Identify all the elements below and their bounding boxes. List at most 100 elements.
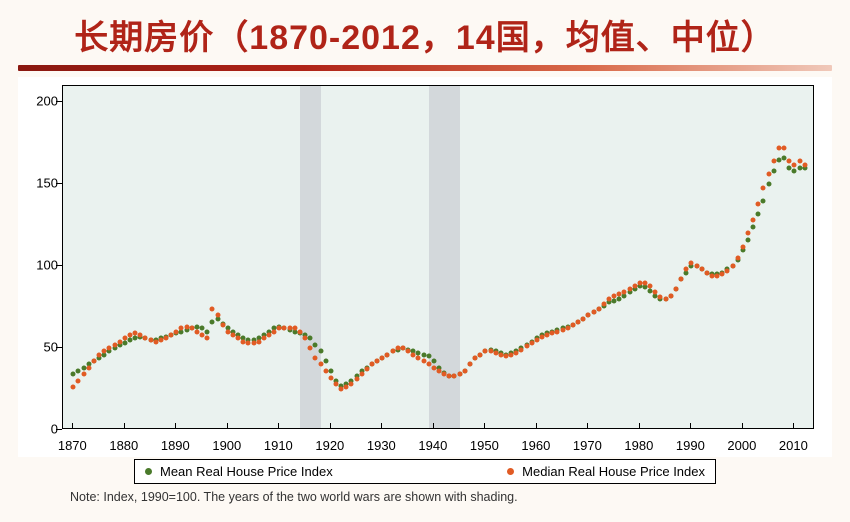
x-tick-mark: [330, 423, 331, 429]
data-point: [349, 382, 354, 387]
data-point: [359, 372, 364, 377]
title-divider: [18, 65, 832, 71]
x-tick-mark: [484, 423, 485, 429]
data-point: [256, 339, 261, 344]
data-point: [766, 182, 771, 187]
data-point: [267, 332, 272, 337]
data-point: [730, 264, 735, 269]
data-point: [328, 369, 333, 374]
data-point: [375, 359, 380, 364]
data-point: [478, 352, 483, 357]
data-point: [71, 385, 76, 390]
x-tick-label: 1930: [367, 438, 396, 453]
data-point: [220, 323, 225, 328]
data-point: [91, 359, 96, 364]
data-point: [169, 332, 174, 337]
data-point: [751, 218, 756, 223]
y-tick-label: 150: [18, 176, 58, 191]
data-point: [740, 244, 745, 249]
data-point: [782, 146, 787, 151]
x-tick-mark: [227, 423, 228, 429]
data-point: [606, 296, 611, 301]
data-point: [76, 378, 81, 383]
x-tick-label: 1960: [521, 438, 550, 453]
x-tick-mark: [381, 423, 382, 429]
data-point: [570, 323, 575, 328]
legend: Mean Real House Price Index Median Real …: [134, 459, 716, 484]
data-point: [756, 201, 761, 206]
data-point: [457, 372, 462, 377]
y-tick-label: 200: [18, 94, 58, 109]
x-tick-label: 1880: [109, 438, 138, 453]
data-point: [323, 369, 328, 374]
war-shade: [300, 86, 321, 428]
data-point: [514, 351, 519, 356]
x-tick-mark: [587, 423, 588, 429]
data-point: [529, 341, 534, 346]
data-point: [272, 329, 277, 334]
data-point: [122, 336, 127, 341]
data-point: [746, 231, 751, 236]
data-point: [323, 359, 328, 364]
data-point: [174, 329, 179, 334]
y-tick-label: 0: [18, 422, 58, 437]
data-point: [354, 377, 359, 382]
data-point: [86, 365, 91, 370]
data-point: [164, 336, 169, 341]
x-tick-mark: [742, 423, 743, 429]
x-tick-mark: [433, 423, 434, 429]
data-point: [534, 337, 539, 342]
data-point: [344, 385, 349, 390]
y-tick-mark: [56, 429, 62, 430]
plot-area: [62, 85, 814, 429]
data-point: [591, 310, 596, 315]
data-point: [313, 342, 318, 347]
data-point: [565, 326, 570, 331]
x-tick-label: 1870: [58, 438, 87, 453]
data-point: [107, 346, 112, 351]
data-point: [318, 349, 323, 354]
data-point: [761, 185, 766, 190]
legend-dot-median: [507, 468, 514, 475]
legend-label-median: Median Real House Price Index: [522, 464, 705, 479]
data-point: [303, 336, 308, 341]
data-point: [751, 224, 756, 229]
data-point: [648, 283, 653, 288]
data-point: [632, 283, 637, 288]
data-point: [766, 172, 771, 177]
y-tick-mark: [56, 347, 62, 348]
data-point: [771, 159, 776, 164]
data-point: [725, 269, 730, 274]
page-title: 长期房价（1870-2012，14国，均值、中位）: [0, 0, 850, 65]
chart-note: Note: Index, 1990=100. The years of the …: [70, 490, 850, 504]
chart-container: 0 50 100 150 200 1870 1880 1890 1900 1910 1920 1930…: [18, 77, 832, 457]
y-tick-label: 100: [18, 258, 58, 273]
data-point: [102, 349, 107, 354]
y-tick-mark: [56, 183, 62, 184]
data-point: [586, 313, 591, 318]
data-point: [720, 272, 725, 277]
x-tick-mark: [72, 423, 73, 429]
data-point: [673, 287, 678, 292]
data-point: [581, 316, 586, 321]
data-point: [663, 296, 668, 301]
data-point: [117, 339, 122, 344]
x-tick-mark: [124, 423, 125, 429]
x-tick-label: 1910: [264, 438, 293, 453]
x-tick-label: 1890: [161, 438, 190, 453]
data-point: [370, 362, 375, 367]
data-point: [380, 355, 385, 360]
data-point: [576, 319, 581, 324]
data-point: [210, 306, 215, 311]
x-tick-label: 1920: [315, 438, 344, 453]
y-tick-label: 50: [18, 340, 58, 355]
legend-dot-mean: [145, 468, 152, 475]
y-tick-mark: [56, 101, 62, 102]
x-tick-label: 1900: [212, 438, 241, 453]
data-point: [308, 346, 313, 351]
data-point: [617, 296, 622, 301]
x-tick-label: 2010: [779, 438, 808, 453]
data-point: [473, 355, 478, 360]
data-point: [627, 287, 632, 292]
data-point: [684, 267, 689, 272]
